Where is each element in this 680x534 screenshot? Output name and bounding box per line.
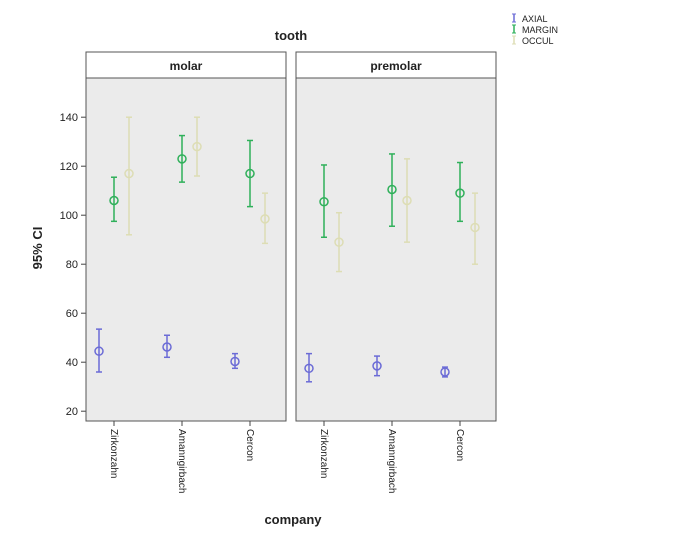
mean-point (304, 363, 314, 374)
y-tick-label: 120 (60, 161, 78, 173)
x-tick-label: Zirkonzahn (108, 429, 119, 478)
x-tick-label: Cercon (244, 429, 255, 461)
mean-point (230, 356, 240, 367)
y-tick-label: 20 (66, 406, 78, 418)
mean-point (192, 141, 202, 152)
panel-background (295, 77, 497, 422)
x-tick-label: Zirkonzahn (318, 429, 329, 478)
mean-point (260, 214, 270, 224)
mean-point (402, 195, 412, 206)
mean-point (94, 346, 104, 356)
mean-point (440, 367, 450, 377)
chart-title: tooth (275, 28, 308, 43)
x-tick-label: Amanngirbach (176, 429, 187, 493)
panel-background (85, 77, 287, 422)
y-axis-label: 95% CI (30, 227, 45, 270)
legend-label: OCCUL (522, 36, 554, 46)
mean-point (334, 237, 344, 247)
mean-point (387, 184, 397, 195)
x-axis-label: company (264, 512, 322, 527)
mean-point (372, 361, 382, 371)
mean-point (124, 168, 134, 179)
mean-point (455, 188, 465, 198)
panel-strip (85, 51, 287, 79)
y-tick-label: 140 (60, 112, 78, 124)
y-tick-label: 80 (66, 259, 78, 271)
x-tick-label: Amanngirbach (386, 429, 397, 493)
plot-layer: 20 40 60 80 100 120 140 molar Zirkonzahn Amanngir… (60, 51, 497, 493)
mean-point (177, 154, 187, 164)
y-tick-label: 100 (60, 210, 78, 222)
x-tick-label: Cercon (454, 429, 465, 461)
legend-label: MARGIN (522, 25, 558, 35)
mean-point (162, 342, 172, 352)
mean-point (470, 222, 480, 233)
panel-title: molar (170, 59, 203, 73)
legend-label: AXIAL (522, 14, 548, 24)
y-tick-label: 40 (66, 357, 78, 369)
mean-point (319, 196, 329, 207)
mean-point (245, 168, 255, 179)
panel-title: premolar (370, 59, 422, 73)
panel-strip (295, 51, 497, 79)
mean-point (109, 195, 119, 206)
y-tick-label: 60 (66, 308, 78, 320)
